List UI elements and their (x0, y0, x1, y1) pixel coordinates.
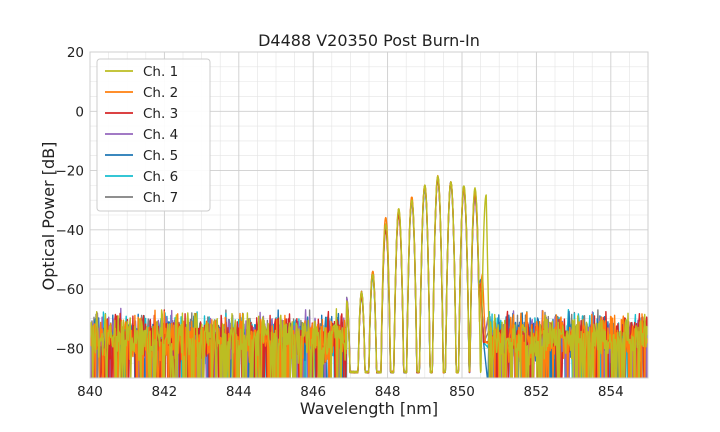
y-tick-label: 0 (75, 104, 84, 120)
legend-label: Ch. 6 (143, 169, 178, 185)
legend-label: Ch. 3 (143, 106, 178, 122)
legend-label: Ch. 4 (143, 127, 178, 143)
y-tick-label: −20 (56, 164, 85, 180)
y-axis-title: Optical Power [dB] (39, 142, 58, 291)
legend-label: Ch. 1 (143, 64, 178, 80)
y-tick-label: 20 (67, 45, 84, 61)
x-tick-label: 844 (226, 384, 252, 400)
x-tick-label: 850 (449, 384, 475, 400)
series-line-ch-1 (90, 175, 648, 378)
traces (90, 174, 648, 378)
x-tick-label: 846 (300, 384, 326, 400)
x-tick-label: 848 (375, 384, 401, 400)
x-tick-label: 852 (524, 384, 550, 400)
x-tick-label: 840 (77, 384, 103, 400)
plot-frame (89, 51, 649, 379)
x-tick-label: 854 (598, 384, 624, 400)
y-tick-label: −40 (56, 223, 85, 239)
chart-title: D4488 V20350 Post Burn-In (258, 31, 480, 50)
x-tick-label: 842 (152, 384, 178, 400)
legend-label: Ch. 2 (143, 85, 178, 101)
legend-box (96, 58, 211, 212)
x-axis-title: Wavelength [nm] (300, 399, 438, 418)
legend-label: Ch. 5 (143, 148, 178, 164)
legend: Ch. 1 Ch. 2 Ch. 3 Ch. 4 Ch. 5 Ch. 6 Ch. 7 (96, 58, 211, 212)
y-tick-label: −80 (56, 341, 85, 357)
y-tick-label: −60 (56, 282, 85, 298)
legend-label: Ch. 7 (143, 190, 178, 206)
plot-area: 840 842 844 846 848 850 852 854 −80 −60 −40 −20 0 20 C… (56, 45, 649, 400)
